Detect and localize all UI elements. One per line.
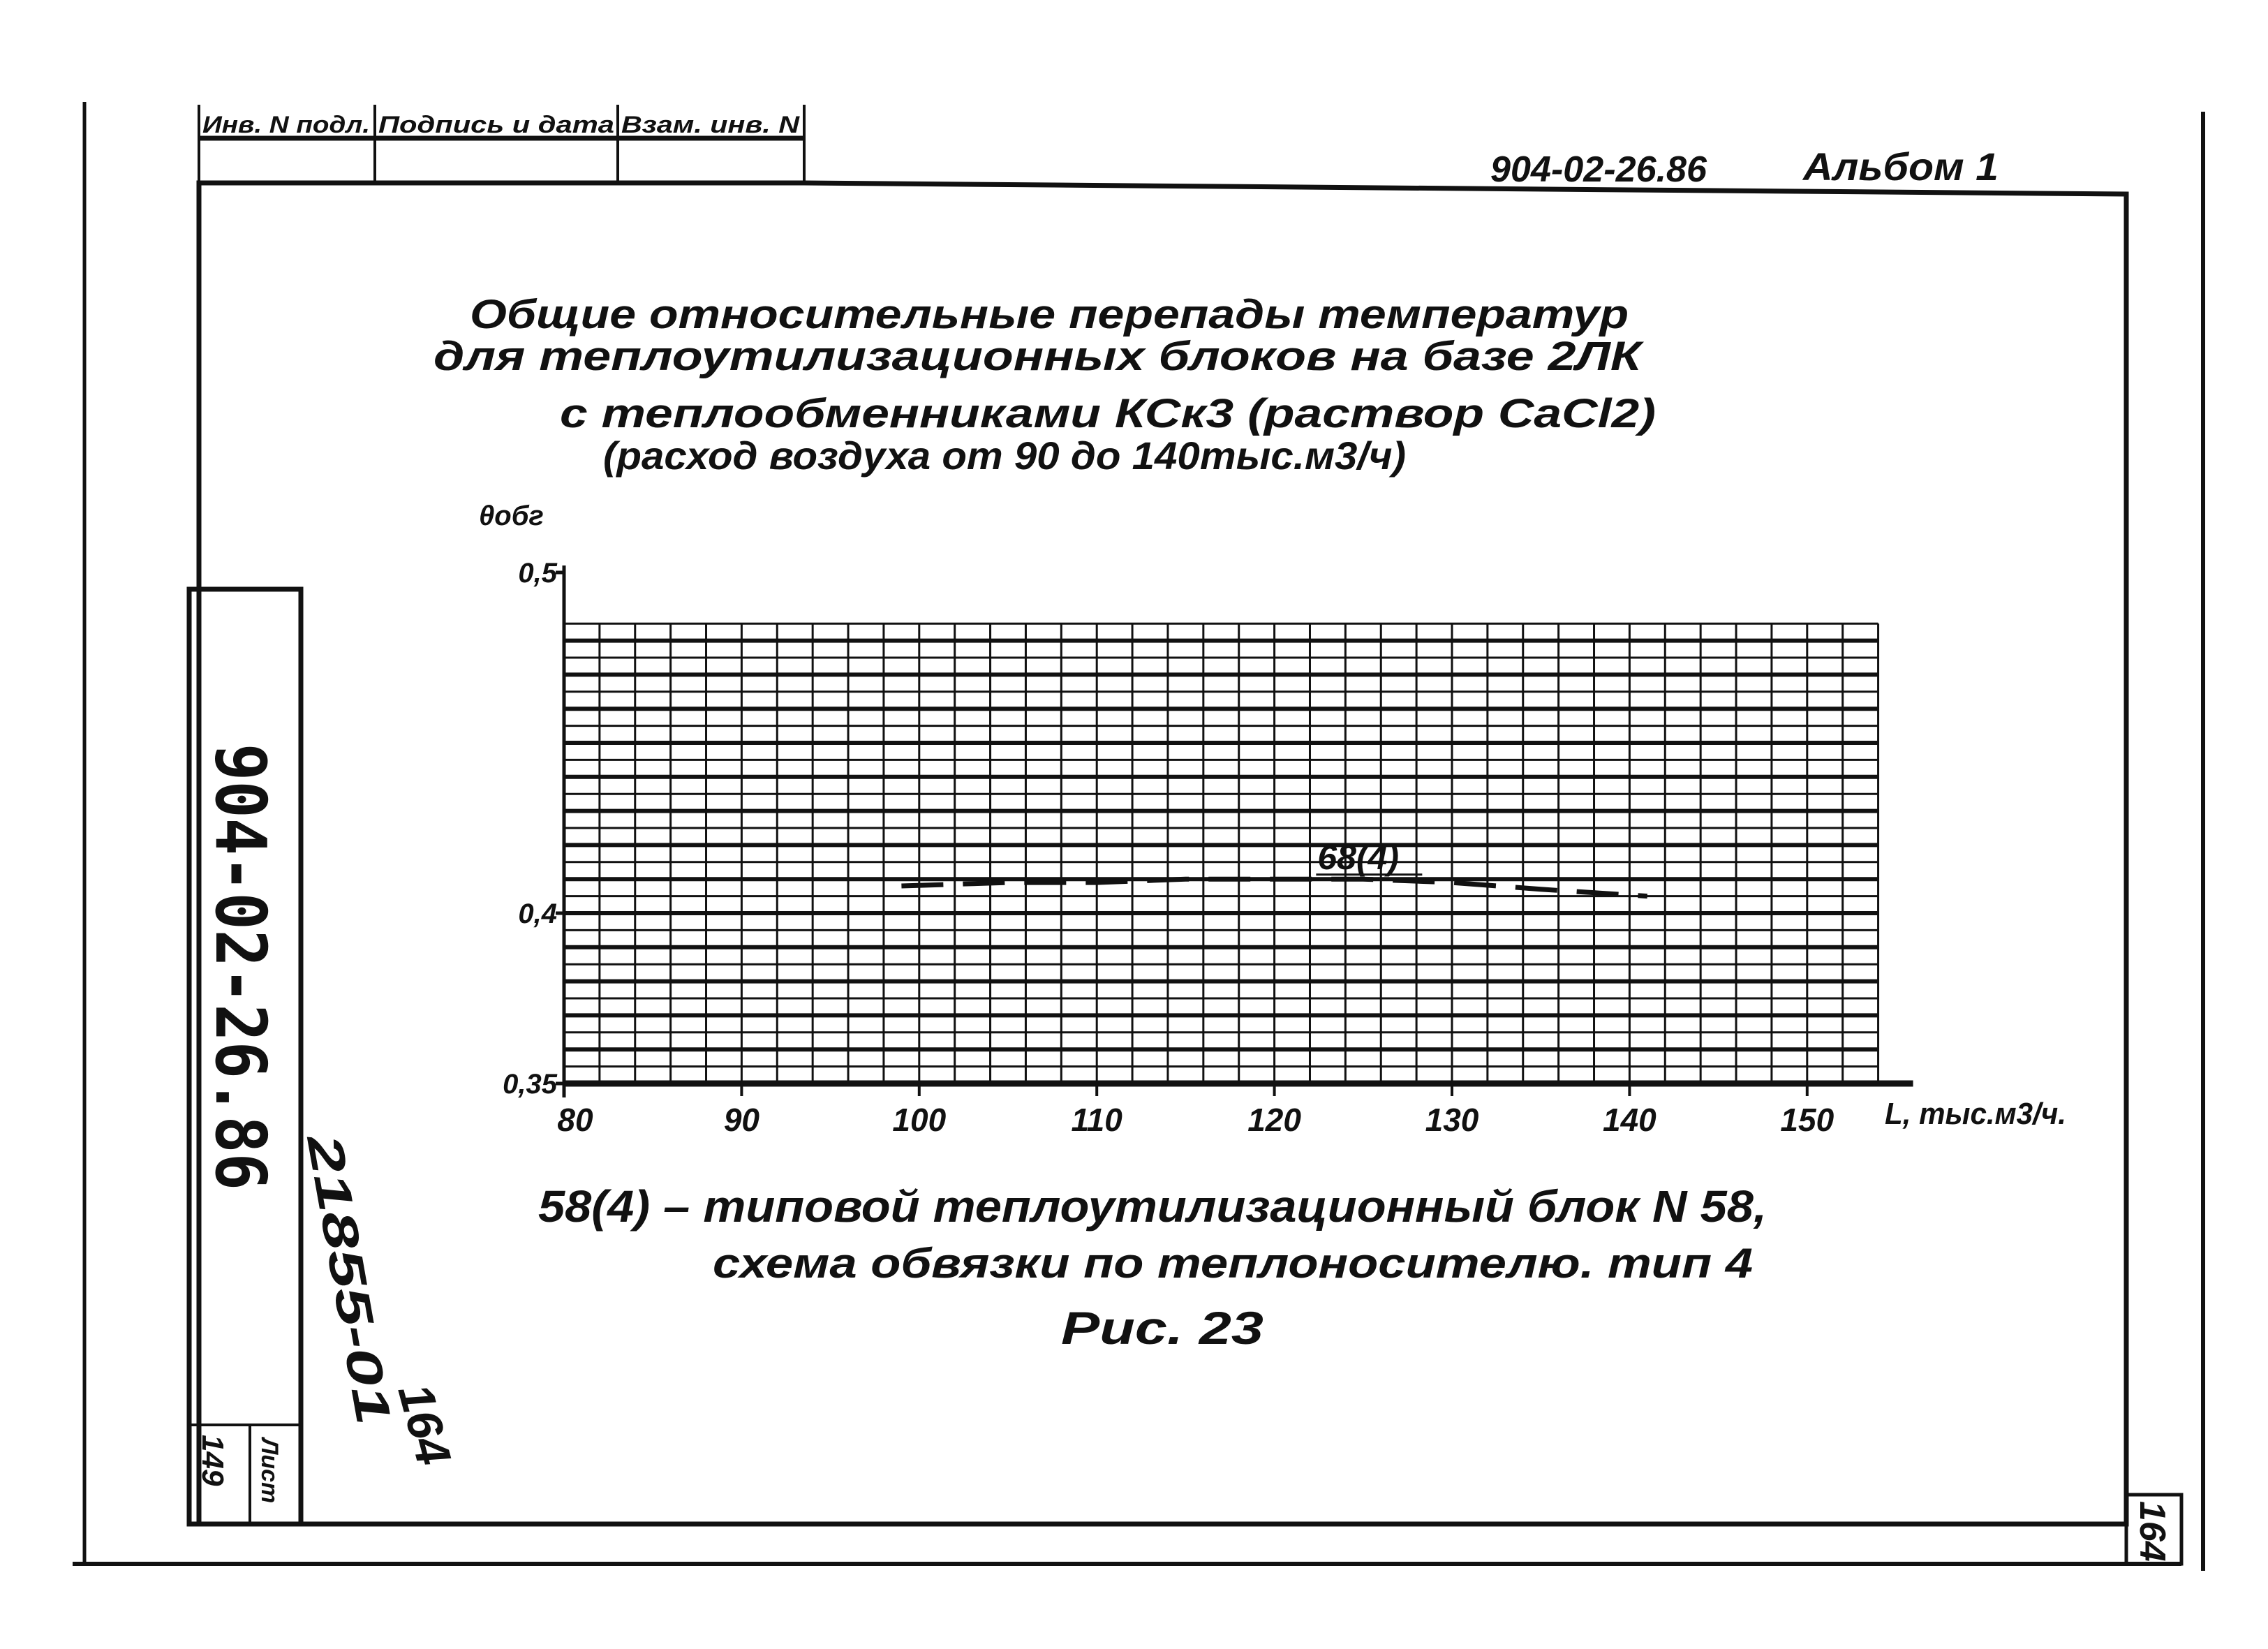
x-tick-label: 120 — [1247, 1102, 1301, 1138]
series-label: 68(4) — [1317, 838, 1399, 877]
chart-axes — [562, 565, 1913, 1097]
x-tick-label: 100 — [892, 1102, 946, 1138]
x-tick-label: 130 — [1425, 1102, 1479, 1138]
stamp-cell-sign: Подпись и дата — [378, 112, 614, 138]
side-stamp: 904-02-26.86 Лист 149 21855-01 164 — [186, 586, 462, 1527]
chart-series: 68(4) — [901, 838, 1648, 899]
handwritten-number: 164 — [388, 1378, 462, 1471]
caption-line-1: 58(4) – типовой теплоутилизационный блок… — [538, 1181, 1767, 1232]
y-axis-label: θобг — [479, 501, 544, 531]
header-album: Альбом 1 — [1802, 145, 1999, 188]
chart: 80 90 100 110 120 130 140 150 0,350,40,5 68(4) … — [479, 501, 2066, 1138]
side-doc-code: 904-02-26.86 — [200, 744, 281, 1190]
page-number: 164 — [2132, 1501, 2172, 1562]
y-tick-label: 0,35 — [503, 1069, 558, 1100]
top-stamp: Инв. N подл. Подпись и дата Взам. инв. N — [198, 105, 806, 183]
page-number-box: 164 — [2124, 1493, 2184, 1566]
x-tick-label: 140 — [1603, 1102, 1656, 1138]
archive-number: 21855-01 — [297, 1128, 401, 1428]
stamp-cell-inv: Инв. N подл. — [202, 112, 370, 138]
x-tick-label: 150 — [1780, 1102, 1834, 1138]
y-tick-label: 0,5 — [518, 558, 557, 589]
x-tick-label: 80 — [557, 1102, 593, 1138]
chart-grid — [564, 622, 1880, 1084]
header-doc-code: 904-02-26.86 — [1490, 149, 1707, 190]
y-tick-label: 0,4 — [518, 899, 557, 929]
title-line-2: для теплоутилизационных блоков на базе 2… — [433, 334, 1644, 379]
side-sheet-number: 149 — [195, 1435, 230, 1486]
x-tick-label: 110 — [1072, 1102, 1123, 1138]
caption-line-2: схема обвязки по теплоносителю. тип 4 — [713, 1240, 1753, 1287]
x-axis-label: L, тыс.м3/ч. — [1885, 1097, 2066, 1131]
x-tick-label: 90 — [724, 1102, 760, 1138]
figure-label: Рис. 23 — [1061, 1302, 1263, 1354]
stamp-cell-replace: Взам. инв. N — [621, 112, 801, 138]
x-axis-ticks: 80 90 100 110 120 130 140 150 — [557, 1084, 1835, 1138]
title-line-3: с теплообменниками КСк3 (раствор CaCl2) — [560, 391, 1656, 436]
title-line-4: (расход воздуха от 90 до 140тыс.м3/ч) — [603, 434, 1406, 478]
y-axis-ticks: 0,35 0,4 0,5 — [503, 558, 564, 1100]
series-line — [901, 876, 1648, 899]
title: Общие относительные перепады температур … — [433, 292, 1656, 478]
title-line-1: Общие относительные перепады температур — [470, 292, 1629, 337]
inner-frame — [196, 180, 2129, 1527]
side-sheet-label: Лист — [256, 1436, 283, 1503]
caption: 58(4) – типовой теплоутилизационный блок… — [538, 1181, 1767, 1354]
